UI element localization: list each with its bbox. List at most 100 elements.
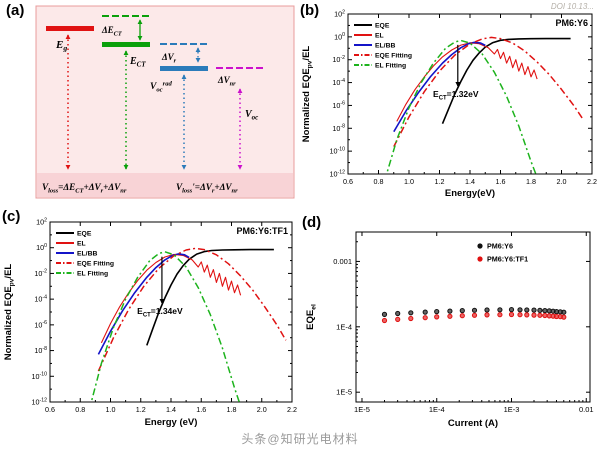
svg-text:100: 100 [36,243,47,252]
svg-text:10-4: 10-4 [332,78,345,87]
vloss-equation: Vloss=ΔECT+ΔVr+ΔVnr [42,182,127,195]
svg-text:102: 102 [36,217,47,226]
svg-text:1.0: 1.0 [404,177,414,186]
axes: 0.6 0.8 1.0 1.2 1.4 1.6 1.8 2.0 2.2 102 100 10-2 10-… [330,9,598,186]
panel-c-letter: (c) [2,208,21,225]
svg-text:10-10: 10-10 [330,146,346,155]
eg-label: Eg [55,39,67,53]
svg-text:1.4: 1.4 [465,177,475,186]
svg-text:EL/BB: EL/BB [375,42,395,49]
x-axis-title: Current (A) [448,418,498,429]
panel-b-letter: (b) [300,2,320,19]
svg-text:0.001: 0.001 [333,257,352,266]
svg-text:102: 102 [334,9,345,18]
y-axis-title: Normalized EQEpv/EL [3,264,16,361]
panel-b-chart-pm6y6: 0.6 0.8 1.0 1.2 1.4 1.6 1.8 2.0 2.2 102 100 10-2 10-… [301,9,598,199]
vloss-prime-equation: Vloss'=ΔVr+ΔVnr [176,182,238,195]
svg-text:1E-5: 1E-5 [336,388,352,397]
series-PM6:Y6 [381,307,567,318]
legend: PM6:Y6 PM6:Y6:TF1 [477,242,528,264]
panel-a-diagram: Eg ΔECT ECT ΔVr Vocrad ΔVnr Voc Vloss=ΔE… [35,5,295,199]
svg-text:EL/BB: EL/BB [77,250,97,257]
series-EL [396,42,538,122]
dvr-label: ΔVr [161,52,177,65]
svg-text:EQE Fitting: EQE Fitting [77,260,114,267]
svg-text:10-6: 10-6 [332,101,345,110]
panel-c-chart-pm6y6tf1: 0.6 0.8 1.0 1.2 1.4 1.6 1.8 2.0 2.2 102 100 10-2 10-… [3,217,298,428]
svg-text:2.0: 2.0 [257,405,267,414]
axes: 0.6 0.8 1.0 1.2 1.4 1.6 1.8 2.0 2.2 102 100 10-2 10-… [32,217,298,414]
svg-text:1.2: 1.2 [136,405,146,414]
ect-label: ECT [129,56,146,69]
eg-level-bar [46,26,94,31]
svg-text:0.6: 0.6 [45,405,55,414]
series-EQE Fitting [393,36,584,147]
svg-text:0.8: 0.8 [374,177,384,186]
svg-text:10-6: 10-6 [34,320,47,329]
doi-watermark: DOI 10.13... [550,2,594,11]
svg-text:1.4: 1.4 [166,405,176,414]
legend: EQE EL EL/BB EQE Fitting EL Fitting [354,22,412,69]
svg-text:1.8: 1.8 [526,177,536,186]
y-axis-title: Normalized EQEpv/EL [301,46,314,143]
svg-text:2.2: 2.2 [587,177,597,186]
series-group [385,36,584,174]
series-EL [100,253,242,344]
series-EQE [146,248,274,346]
svg-text:10-2: 10-2 [332,55,345,64]
vocrad-label: Vocrad [150,81,173,94]
svg-text:EL: EL [375,32,384,39]
svg-text:10-12: 10-12 [32,397,48,406]
series-EQE Fitting [97,247,287,372]
dvnr-label: ΔVnr [217,75,236,88]
svg-text:10-4: 10-4 [34,294,47,303]
svg-text:EQE Fitting: EQE Fitting [375,52,412,59]
svg-text:1E-5: 1E-5 [354,405,370,414]
vocrad-level-bar [160,66,208,71]
svg-text:10-8: 10-8 [332,124,345,133]
svg-text:2.0: 2.0 [557,177,567,186]
ect-annotation-text: ECT=1.34eV [137,306,183,319]
ect-level-bar [102,42,150,47]
svg-text:EQE: EQE [77,230,92,237]
voc-label: Voc [245,109,258,122]
dect-label: ΔECT [101,25,123,38]
series-PM6:Y6:TF1 [381,311,567,324]
svg-text:1.6: 1.6 [196,405,206,414]
svg-text:EQE: EQE [375,22,390,29]
diagram-background [35,5,295,199]
svg-text:EL: EL [77,240,86,247]
legend: EQE EL EL/BB EQE Fitting EL Fitting [56,230,114,277]
panel-d-chart-eqe-el: 1E-5 1E-4 1E-3 0.01 0.001 1E-4 1E-5 Current (A)… [305,231,594,429]
series-EQE [441,37,571,125]
svg-text:0.6: 0.6 [343,177,353,186]
svg-text:10-8: 10-8 [34,346,47,355]
svg-text:EL Fitting: EL Fitting [77,270,108,277]
y-axis-title: EQEel [305,304,318,330]
svg-text:EL Fitting: EL Fitting [375,62,406,69]
svg-text:0.01: 0.01 [579,405,594,414]
series-EL Fitting [385,39,537,174]
x-axis-title: Energy (eV) [145,417,198,428]
series-EL/BB [393,41,486,133]
svg-text:1.6: 1.6 [496,177,506,186]
svg-text:1.2: 1.2 [435,177,445,186]
svg-text:10-2: 10-2 [34,269,47,278]
svg-text:1E-4: 1E-4 [336,322,352,331]
panel-a-letter: (a) [6,2,25,19]
panel-d-letter: (d) [302,214,322,231]
sample-label: PM6:Y6:TF1 [236,226,288,236]
svg-text:0.8: 0.8 [75,405,85,414]
source-watermark: 头条@知研光电材料 [241,432,359,446]
svg-text:PM6:Y6:TF1: PM6:Y6:TF1 [487,255,528,264]
series-EL Fitting [90,251,241,402]
svg-text:PM6:Y6: PM6:Y6 [487,242,513,251]
axes: 1E-5 1E-4 1E-3 0.01 0.001 1E-4 1E-5 [333,231,594,414]
equation-band [37,173,293,197]
svg-text:10-10: 10-10 [32,372,48,381]
svg-text:100: 100 [334,32,345,41]
x-axis-title: Energy(eV) [445,188,495,199]
ect-annotation-text: ECT=1.32eV [433,89,479,102]
svg-text:10-12: 10-12 [330,169,346,178]
